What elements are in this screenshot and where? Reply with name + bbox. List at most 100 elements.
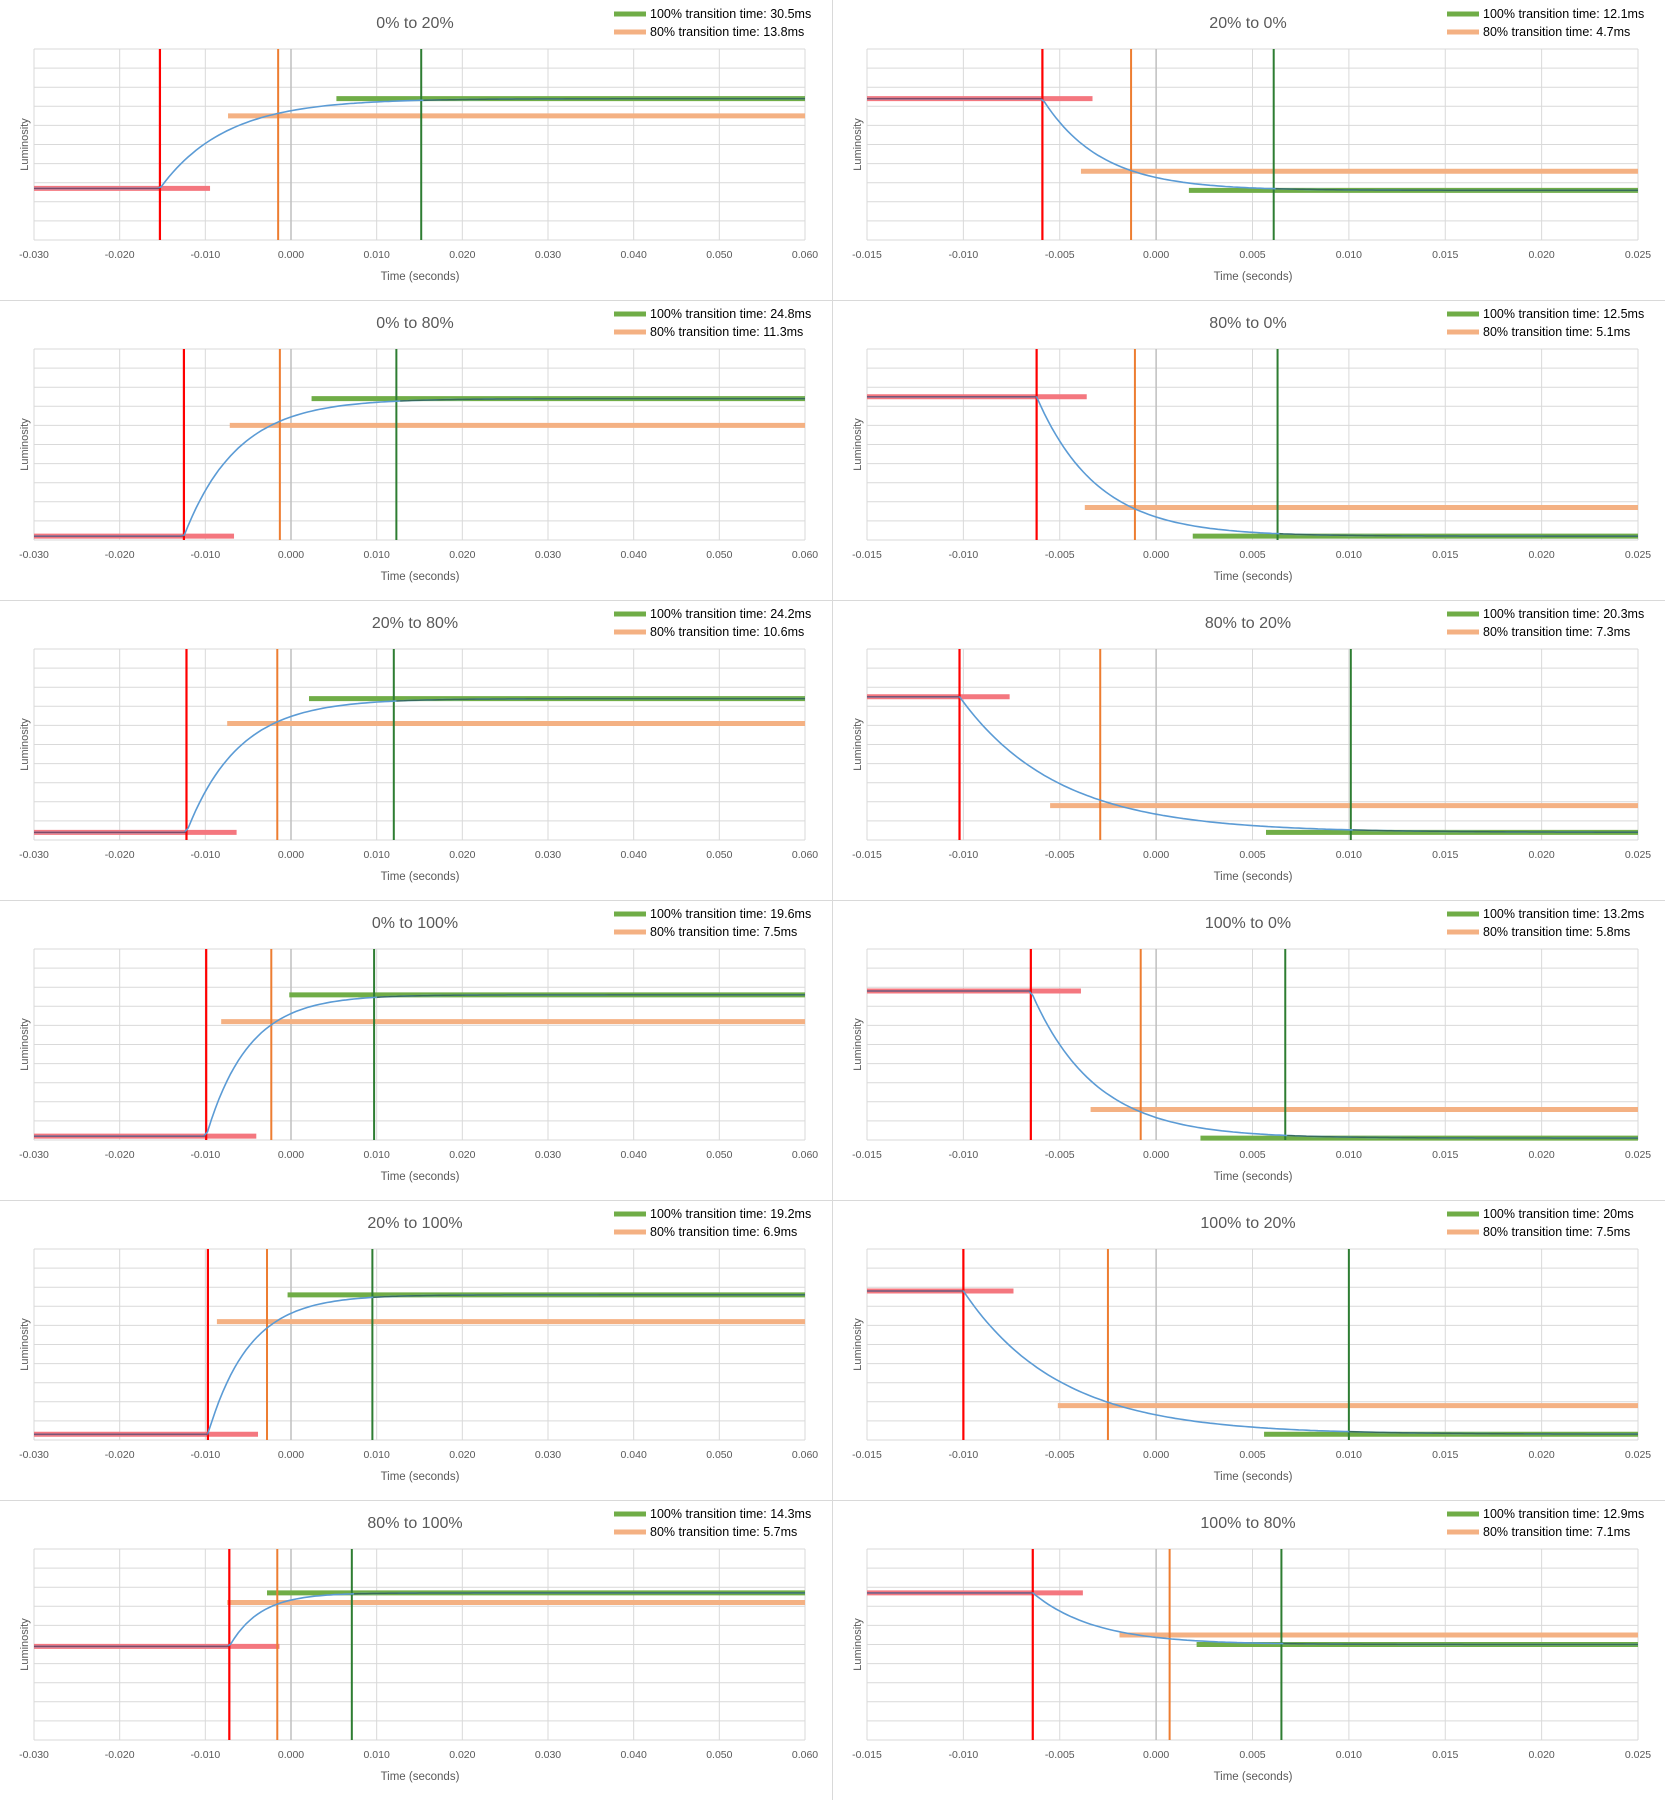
x-tick-label: -0.015 [852,549,882,561]
y-axis-label: Luminosity [852,1018,864,1071]
chart-svg: -0.030 -0.020 -0.010 0.000 0.010 0.020 0.030 0.… [19,907,818,1183]
x-tick-label: 0.020 [1528,549,1554,561]
y-axis-label: Luminosity [852,1318,864,1371]
x-tick-label: 0.060 [792,1749,818,1761]
legend-label: 80% transition time: 13.8ms [650,25,804,39]
legend-label: 100% transition time: 24.2ms [650,607,811,621]
x-tick-label: -0.030 [19,549,49,561]
settled-curve [400,398,805,402]
x-tick-label: 0.005 [1239,549,1265,561]
chart-title: 0% to 100% [372,915,458,932]
x-tick-label: -0.020 [105,1149,135,1161]
x-tick-label: -0.030 [19,1149,49,1161]
chart-title: 20% to 80% [372,615,458,632]
x-tick-label: 0.015 [1432,1449,1458,1461]
x-tick-label: -0.015 [852,1749,882,1761]
x-tick-label: 0.025 [1625,249,1651,261]
x-tick-label: 0.020 [449,1749,475,1761]
x-tick-label: 0.040 [621,1449,647,1461]
legend-label: 100% transition time: 13.2ms [1483,907,1644,921]
chart-svg: -0.015 -0.010 -0.005 0.000 0.005 0.010 0.015 0.… [852,607,1651,883]
x-tick-label: 0.010 [364,1449,390,1461]
x-tick-label: -0.010 [190,849,220,861]
x-tick-label: 0.020 [449,1149,475,1161]
x-tick-label: 0.030 [535,1149,561,1161]
chart-svg: -0.030 -0.020 -0.010 0.000 0.010 0.020 0.030 0.… [19,607,818,883]
x-tick-label: -0.030 [19,1749,49,1761]
chart-title: 0% to 80% [376,315,453,332]
x-tick-label: 0.020 [1528,1149,1554,1161]
x-tick-label: 0.020 [449,1449,475,1461]
legend-label: 100% transition time: 19.6ms [650,907,811,921]
x-tick-label: 0.020 [1528,1449,1554,1461]
settled-curve [1275,188,1638,191]
x-tick-label: 0.000 [278,549,304,561]
x-tick-label: 0.005 [1239,1149,1265,1161]
legend-label: 80% transition time: 6.9ms [650,1225,797,1239]
x-tick-label: -0.010 [948,1449,978,1461]
x-tick-label: 0.060 [792,1449,818,1461]
panel-divider [0,600,1665,601]
x-tick-label: 0.040 [621,249,647,261]
x-tick-label: -0.030 [19,1449,49,1461]
x-tick-label: -0.015 [852,1449,882,1461]
legend-label: 80% transition time: 7.5ms [650,925,797,939]
x-tick-label: 0.000 [278,249,304,261]
x-tick-label: 0.060 [792,1149,818,1161]
chart-title: 80% to 20% [1205,615,1291,632]
x-tick-label: 0.025 [1625,1449,1651,1461]
x-tick-label: -0.020 [105,1749,135,1761]
chart-title: 100% to 80% [1200,1515,1295,1532]
x-tick-label: -0.010 [190,1749,220,1761]
x-tick-label: 0.030 [535,549,561,561]
chart-svg: -0.015 -0.010 -0.005 0.000 0.005 0.010 0.015 0.… [852,907,1651,1183]
y-axis-label: Luminosity [852,718,864,771]
settled-curve [1352,829,1638,833]
x-tick-label: -0.010 [190,1449,220,1461]
x-tick-label: -0.015 [852,849,882,861]
x-axis-label: Time (seconds) [1214,571,1293,583]
y-axis-label: Luminosity [19,418,31,471]
x-tick-label: 0.040 [621,1149,647,1161]
chart-panel: -0.030 -0.020 -0.010 0.000 0.010 0.020 0.030 0.… [0,1500,832,1800]
y-axis-label: Luminosity [852,1618,864,1671]
settled-curve [423,98,805,101]
x-tick-label: 0.000 [1143,849,1169,861]
x-tick-label: 0.010 [1336,1749,1362,1761]
chart-panel: -0.015 -0.010 -0.005 0.000 0.005 0.010 0.015 0.… [833,0,1665,300]
x-tick-label: 0.025 [1625,1749,1651,1761]
chart-panel: -0.030 -0.020 -0.010 0.000 0.010 0.020 0.030 0.… [0,900,832,1200]
x-tick-label: 0.005 [1239,849,1265,861]
x-tick-label: 0.000 [1143,1449,1169,1461]
x-tick-label: 0.000 [1143,249,1169,261]
panel-divider [0,900,1665,901]
x-tick-label: 0.030 [535,1449,561,1461]
x-tick-label: -0.010 [190,549,220,561]
x-tick-label: 0.040 [621,1749,647,1761]
x-axis-label: Time (seconds) [381,1471,460,1483]
x-tick-label: 0.025 [1625,549,1651,561]
legend-label: 100% transition time: 12.5ms [1483,307,1644,321]
x-axis-label: Time (seconds) [1214,871,1293,883]
legend-label: 80% transition time: 11.3ms [650,325,803,339]
x-tick-label: 0.000 [278,1749,304,1761]
chart-panel: -0.015 -0.010 -0.005 0.000 0.005 0.010 0.015 0.… [833,900,1665,1200]
x-tick-label: -0.005 [1045,249,1075,261]
chart-panel: -0.015 -0.010 -0.005 0.000 0.005 0.010 0.015 0.… [833,300,1665,600]
chart-svg: -0.015 -0.010 -0.005 0.000 0.005 0.010 0.015 0.… [852,7,1651,283]
x-tick-label: 0.010 [364,249,390,261]
x-tick-label: 0.020 [1528,849,1554,861]
x-tick-label: 0.010 [364,1149,390,1161]
chart-svg: -0.030 -0.020 -0.010 0.000 0.010 0.020 0.030 0.… [19,7,818,283]
x-tick-label: 0.010 [364,849,390,861]
chart-svg: -0.030 -0.020 -0.010 0.000 0.010 0.020 0.030 0.… [19,307,818,583]
x-tick-label: -0.010 [948,1749,978,1761]
x-tick-label: -0.010 [948,849,978,861]
settled-curve [1279,533,1638,537]
x-tick-label: 0.020 [449,549,475,561]
y-axis-label: Luminosity [19,1618,31,1671]
x-tick-label: -0.020 [105,1449,135,1461]
x-tick-label: 0.020 [449,249,475,261]
x-axis-label: Time (seconds) [381,871,460,883]
